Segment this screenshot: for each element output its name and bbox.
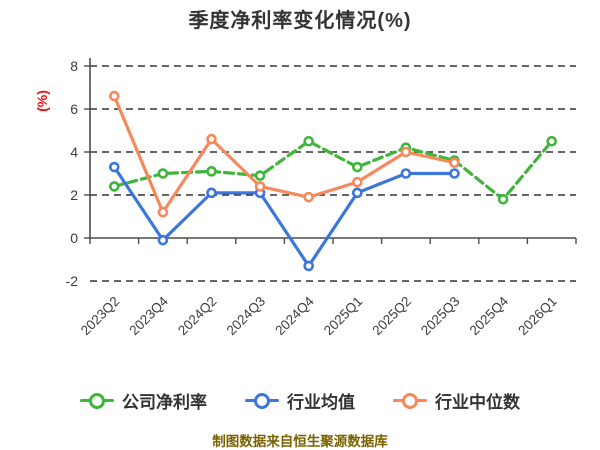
x-axis-tick-label: 2026Q1 [515, 294, 560, 339]
y-axis-tick-label: 6 [70, 101, 78, 117]
y-axis-tick-label: 4 [70, 144, 78, 160]
x-axis-tick-label: 2025Q2 [369, 294, 414, 339]
data-point-industry-median [400, 146, 412, 158]
legend-label: 行业中位数 [435, 393, 520, 412]
data-point-industry-median [157, 206, 169, 218]
data-source-note: 制图数据来自恒生聚源数据库 [212, 434, 388, 449]
data-point-industry-average [351, 187, 363, 199]
y-axis-tick-label: 2 [70, 187, 78, 203]
y-axis-tick-label: 0 [70, 230, 78, 246]
legend-circle-icon [89, 392, 105, 409]
data-point-industry-median [109, 90, 120, 102]
line-marker-icon [80, 392, 114, 409]
x-axis-tick-label: 2023Q4 [126, 293, 171, 338]
x-axis-tick-label: 2025Q4 [467, 293, 512, 338]
x-axis-tick-label: 2024Q4 [272, 293, 317, 338]
legend-item-industry-median[interactable]: 行业中位数 [393, 388, 520, 413]
data-point-company-net-margin [109, 181, 120, 192]
x-axis-tick-label: 2024Q3 [224, 294, 269, 339]
data-point-industry-median [351, 176, 363, 188]
data-point-industry-median [303, 191, 315, 203]
legend-item-company-net-margin[interactable]: 公司净利率 [80, 388, 207, 413]
legend-circle-icon [402, 392, 418, 409]
data-point-industry-average [400, 168, 412, 179]
legend-label: 公司净利率 [122, 393, 207, 412]
series-line-industry-average [112, 165, 457, 268]
legend-circle-icon [254, 392, 270, 409]
y-axis-unit-label: (%) [34, 90, 50, 112]
x-axis-tick-label: 2024Q2 [175, 294, 220, 339]
data-point-company-net-margin [546, 135, 558, 147]
data-point-industry-average [449, 168, 460, 179]
data-point-industry-average [206, 187, 217, 199]
x-axis-tick-label: 2025Q3 [418, 294, 463, 339]
x-axis-tick-label: 2025Q1 [321, 294, 366, 339]
data-point-company-net-margin [157, 168, 169, 179]
line-marker-icon [393, 392, 427, 409]
data-point-company-net-margin [254, 170, 266, 181]
data-point-company-net-margin [497, 194, 509, 205]
y-axis-tick-label: -2 [66, 273, 79, 289]
data-point-industry-average [157, 234, 169, 246]
line-marker-icon [245, 392, 279, 409]
legend-item-industry-average[interactable]: 行业均值 [245, 388, 355, 413]
y-axis-tick-label: 8 [70, 58, 78, 74]
data-point-industry-median [449, 157, 460, 169]
data-point-company-net-margin [206, 166, 217, 177]
data-point-industry-average [109, 161, 120, 173]
data-point-company-net-margin [303, 135, 315, 147]
x-axis-tick-label: 2023Q2 [78, 294, 123, 339]
legend-label: 行业均值 [287, 393, 355, 412]
chart-legend: 公司净利率 行业均值 行业中位数 [0, 388, 600, 413]
data-point-industry-average [303, 260, 315, 272]
chart-title: 季度净利率变化情况(%) [188, 10, 412, 32]
data-point-industry-median [206, 133, 217, 145]
data-point-company-net-margin [351, 161, 363, 173]
data-point-industry-median [254, 181, 266, 192]
series-line-company-net-margin [112, 139, 554, 201]
series-line-industry-median [112, 94, 457, 214]
